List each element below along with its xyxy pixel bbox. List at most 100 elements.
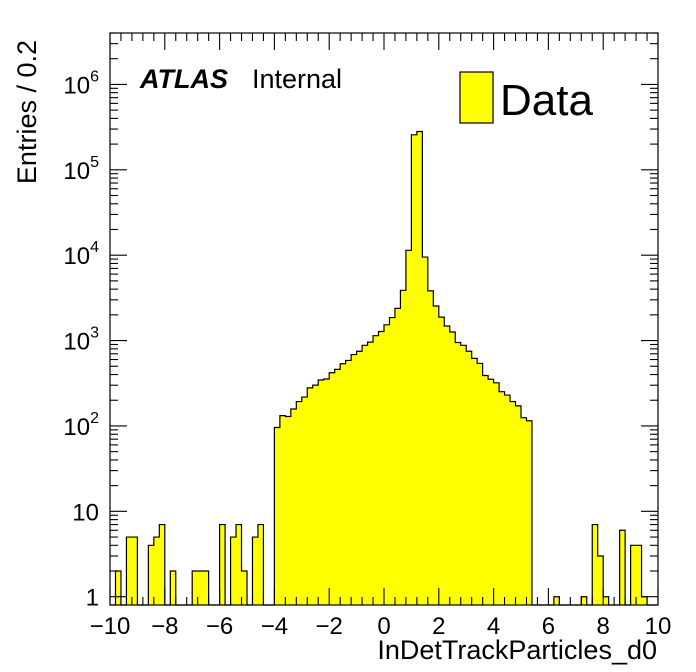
x-tick-label: 8	[597, 613, 610, 640]
histogram-bar	[422, 257, 429, 605]
histogram-bar	[307, 387, 314, 605]
x-tick-label: 2	[432, 613, 445, 640]
histogram-bar	[438, 317, 445, 605]
histogram-bar	[323, 378, 330, 605]
histogram-bar	[416, 131, 423, 605]
histogram-bar	[329, 372, 335, 605]
histogram-bar	[296, 401, 303, 605]
histogram-bar	[581, 596, 588, 605]
histogram-bar	[285, 416, 292, 605]
histogram-bar	[384, 324, 390, 605]
x-tick-label: −2	[316, 613, 343, 640]
histogram-bar	[488, 379, 494, 605]
y-axis: 1 10 102 103 104 105 106	[63, 32, 658, 612]
histogram-bar	[257, 524, 264, 605]
histogram-bar	[619, 530, 626, 605]
histogram-bar	[373, 335, 379, 605]
histogram-bar	[159, 524, 166, 605]
x-tick-label: −10	[90, 613, 131, 640]
histogram-bar	[433, 305, 440, 605]
histogram-bar	[192, 571, 198, 605]
x-axis: −10 −8 −6 −4 −2 0 2 4 6 8 10	[90, 33, 672, 640]
legend: Data	[459, 71, 593, 125]
histogram-bar	[597, 555, 604, 605]
histogram-bar	[405, 250, 412, 605]
status-label: Internal	[252, 64, 342, 94]
histogram-bar	[318, 380, 325, 605]
x-tick-label: −4	[261, 613, 288, 640]
histogram-bar	[466, 351, 472, 605]
histogram-bar	[252, 537, 259, 605]
histogram-bar	[592, 524, 599, 605]
histogram-bar	[279, 415, 286, 605]
histogram-bar	[526, 420, 533, 605]
histogram-bar	[504, 395, 511, 605]
x-tick-label: 4	[487, 613, 500, 640]
histogram-bar	[394, 308, 401, 605]
y-tick-label: 103	[63, 325, 99, 356]
histogram-bar	[115, 571, 122, 605]
y-tick-label: 106	[63, 68, 99, 99]
histogram-bar	[427, 290, 434, 605]
histogram-bar	[334, 369, 341, 605]
x-tick-label: −8	[151, 613, 178, 640]
histogram-bar	[362, 345, 368, 605]
histogram-bar	[351, 354, 357, 605]
histogram-bar	[553, 596, 560, 605]
histogram-bar	[236, 524, 242, 605]
histogram-bar	[444, 326, 451, 605]
histogram-bar	[378, 331, 385, 605]
histogram-bar	[148, 545, 155, 605]
y-tick-label: 105	[63, 154, 99, 185]
y-tick-label: 104	[63, 239, 99, 270]
atlas-label: ATLAS	[139, 64, 228, 94]
x-tick-label: 0	[377, 613, 390, 640]
histogram-bar	[312, 385, 319, 605]
histogram-bar	[126, 537, 133, 605]
histogram-bar	[389, 317, 396, 605]
histogram-bar	[153, 537, 160, 605]
histogram-bars	[115, 131, 648, 605]
y-axis-label: Entries / 0.2	[12, 40, 42, 184]
histogram-bar	[455, 342, 462, 605]
x-tick-label: 10	[645, 613, 672, 640]
x-axis-label: InDetTrackParticles_d0	[377, 635, 657, 665]
histogram-bar	[203, 571, 209, 605]
histogram-bar	[241, 571, 248, 605]
histogram-bar	[340, 363, 346, 605]
histogram-bar	[219, 524, 226, 605]
experiment-label: ATLAS Internal	[139, 64, 342, 94]
histogram-bar	[290, 408, 297, 605]
histogram-bar	[482, 375, 489, 605]
histogram-bar	[521, 417, 527, 605]
histogram-bar	[367, 342, 374, 605]
histogram-bar	[411, 134, 418, 605]
histogram-bar	[603, 596, 609, 605]
x-tick-label: −6	[206, 613, 233, 640]
histogram-bar	[400, 290, 407, 605]
histogram-bar	[356, 351, 363, 605]
histogram-bar	[641, 596, 648, 605]
histogram-bar	[510, 401, 516, 605]
histogram-bar	[170, 571, 177, 605]
histogram-bar	[493, 382, 500, 605]
histogram-bar	[345, 360, 352, 605]
histogram-bar	[460, 345, 467, 605]
histogram-bar	[230, 537, 237, 605]
y-tick-label: 10	[72, 499, 99, 526]
legend-swatch	[459, 71, 494, 124]
histogram-bar	[301, 397, 308, 605]
y-tick-label: 102	[63, 410, 99, 441]
legend-label: Data	[500, 76, 593, 125]
histogram-bar	[636, 545, 642, 605]
histogram-bar	[477, 363, 483, 605]
histogram-bar	[471, 358, 478, 605]
histogram-bar	[197, 571, 204, 605]
histogram-bar	[449, 331, 456, 605]
histogram-bar	[515, 405, 522, 605]
histogram-bar	[499, 391, 505, 605]
x-tick-label: 6	[542, 613, 555, 640]
histogram-bar	[131, 537, 138, 605]
histogram-bar	[274, 427, 281, 605]
